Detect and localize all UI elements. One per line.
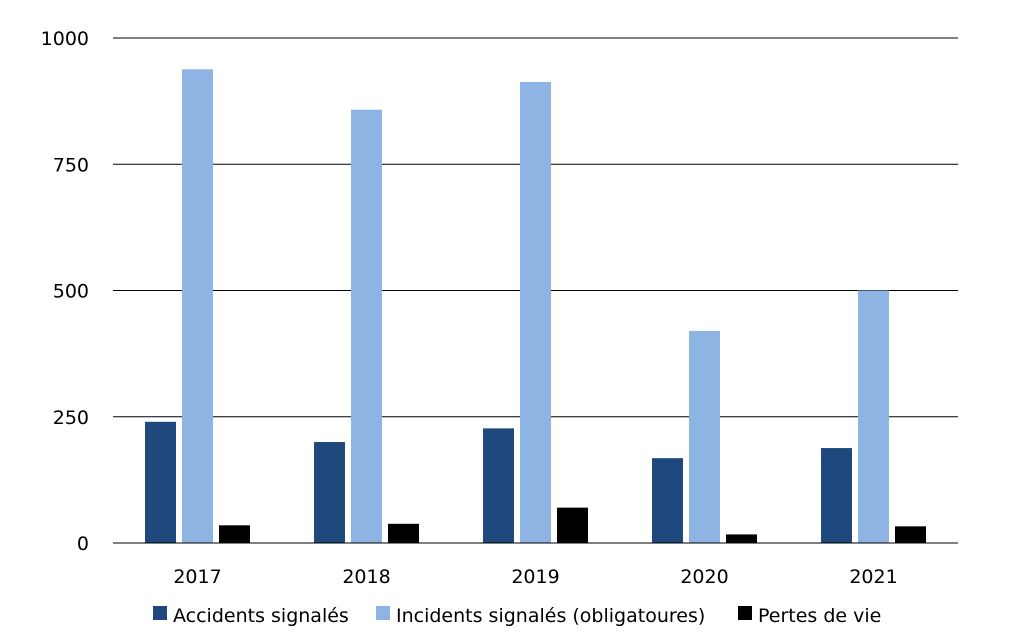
- x-tick-label: 2018: [342, 566, 390, 588]
- y-tick-label: 750: [53, 154, 89, 176]
- bar-accidents-2020: [652, 458, 683, 543]
- bar-pertes-2020: [726, 534, 757, 543]
- y-axis-tick-labels: 0 250 500 750 1000: [41, 28, 89, 555]
- bar-accidents-2021: [821, 448, 852, 543]
- x-tick-label: 2021: [849, 566, 897, 588]
- legend-label: Accidents signalés: [173, 605, 349, 627]
- bars: [145, 69, 926, 544]
- bar-incidents-2021: [858, 290, 889, 543]
- legend-swatch: [738, 606, 752, 620]
- x-tick-label: 2020: [680, 566, 728, 588]
- bar-pertes-2017: [219, 525, 250, 543]
- bar-incidents-2017: [182, 69, 213, 543]
- y-tick-label: 0: [77, 533, 89, 555]
- x-axis-tick-labels: 2017 2018 2019 2020 2021: [173, 566, 897, 588]
- bar-pertes-2021: [895, 526, 926, 543]
- y-tick-label: 1000: [41, 28, 89, 50]
- x-tick-label: 2019: [511, 566, 559, 588]
- bar-accidents-2017: [145, 421, 176, 543]
- x-tick-label: 2017: [173, 566, 221, 588]
- bar-incidents-2018: [351, 109, 382, 544]
- bar-pertes-2019: [557, 507, 588, 543]
- bar-accidents-2019: [483, 428, 514, 543]
- legend: Accidents signalés Incidents signalés (ob…: [153, 605, 881, 627]
- bar-pertes-2018: [388, 523, 419, 543]
- legend-label: Pertes de vie: [758, 605, 881, 627]
- y-tick-label: 500: [53, 281, 89, 303]
- legend-label: Incidents signalés (obligatoures): [396, 605, 705, 627]
- y-tick-label: 250: [53, 407, 89, 429]
- bar-incidents-2019: [520, 81, 551, 543]
- bar-accidents-2018: [314, 442, 345, 543]
- legend-swatch: [153, 606, 167, 620]
- legend-swatch: [376, 606, 390, 620]
- bar-incidents-2020: [689, 330, 720, 543]
